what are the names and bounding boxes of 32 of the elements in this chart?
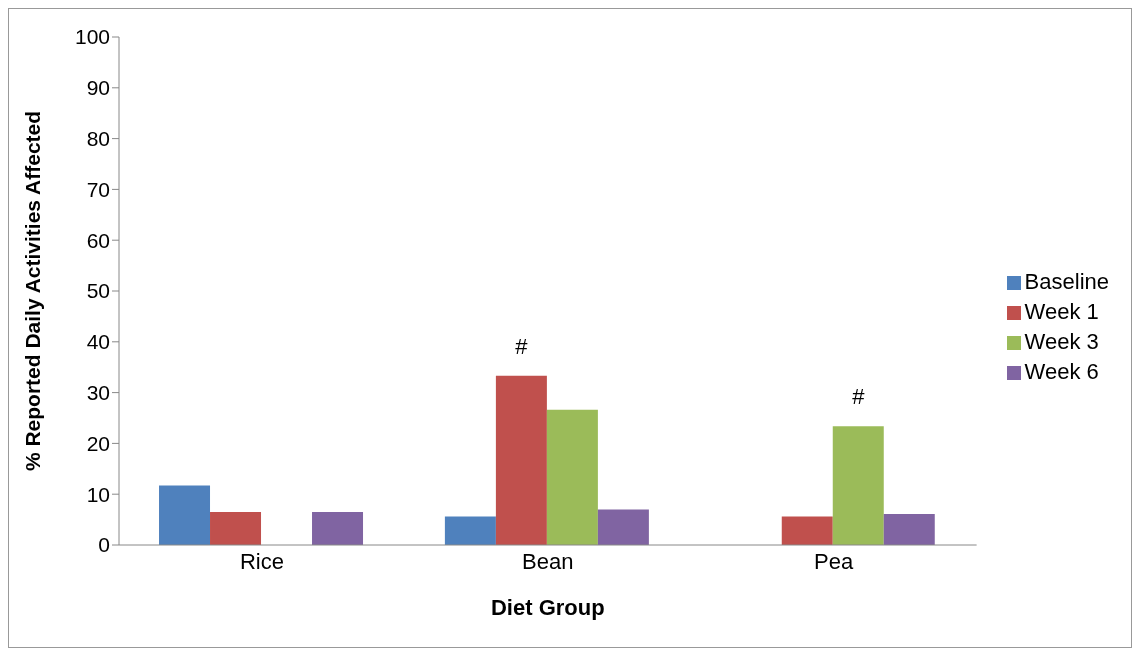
bar [883, 514, 935, 545]
y-tick-label: 60 [86, 228, 110, 252]
y-tick-label: 10 [86, 482, 110, 506]
bar [546, 409, 598, 545]
bar [312, 511, 364, 545]
y-tick-label: 0 [98, 533, 110, 557]
legend-label: Week 1 [1024, 299, 1099, 324]
y-tick-label: 50 [86, 279, 110, 303]
bar [159, 485, 211, 545]
legend-label: Week 3 [1024, 329, 1099, 354]
y-tick-label: 20 [86, 431, 110, 455]
annotation: # [852, 384, 866, 410]
x-tick-label: Pea [814, 548, 855, 574]
bar [597, 509, 649, 545]
y-tick-label: 40 [86, 330, 110, 354]
annotation: # [515, 333, 529, 359]
bar [495, 375, 547, 545]
y-tick-label: 70 [86, 177, 110, 201]
y-tick-label: 100 [74, 25, 110, 49]
bar [781, 516, 833, 545]
legend-label: Baseline [1024, 269, 1109, 294]
legend-label: Week 6 [1024, 359, 1099, 384]
y-tick-label: 80 [86, 127, 110, 151]
x-tick-label: Bean [522, 548, 574, 574]
x-axis-title: Diet Group [490, 595, 605, 620]
y-tick-label: 90 [86, 76, 110, 100]
bar [210, 511, 262, 545]
bar [444, 516, 496, 545]
y-tick-label: 30 [86, 381, 110, 405]
x-tick-label: Rice [239, 548, 284, 574]
bar [832, 426, 884, 545]
y-axis-title: % Reported Daily Activities Affected [21, 110, 45, 472]
